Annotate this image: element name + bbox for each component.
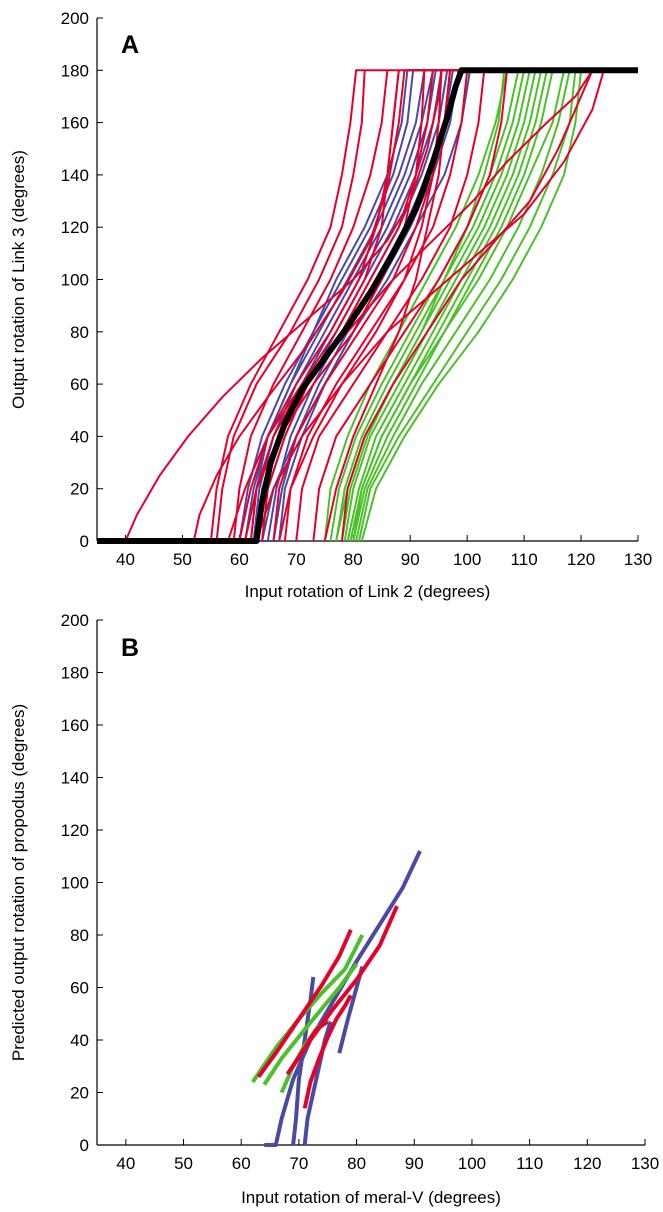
series-line-blue-0 xyxy=(97,69,468,542)
series-line-red-26 xyxy=(215,70,366,542)
x-tick-label: 120 xyxy=(567,550,595,569)
x-tick-label: 110 xyxy=(511,550,538,569)
x-tick-label: 130 xyxy=(631,1154,659,1173)
x-tick-label: 90 xyxy=(401,550,420,569)
series-line-red-24 xyxy=(97,69,468,542)
series-group xyxy=(97,67,638,544)
y-tick-label: 60 xyxy=(70,375,89,394)
y-axis-label: Output rotation of Link 3 (degrees) xyxy=(9,150,28,409)
y-tick-label: 60 xyxy=(70,979,89,998)
series-line-green-12 xyxy=(335,70,526,542)
y-tick-label: 160 xyxy=(61,716,89,735)
x-tick-label: 60 xyxy=(230,550,249,569)
x-tick-label: 80 xyxy=(344,550,363,569)
y-tick-label: 120 xyxy=(61,821,89,840)
y-tick-label: 20 xyxy=(70,1084,89,1103)
series-line-blue-1 xyxy=(291,976,316,1146)
x-tick-label: 70 xyxy=(289,1154,308,1173)
y-tick-label: 200 xyxy=(61,611,89,630)
series-line-green-13 xyxy=(340,70,531,542)
y-tick-label: 0 xyxy=(80,532,89,551)
series-line-red-9 xyxy=(302,994,353,1109)
series-line-blue-0 xyxy=(264,850,422,1147)
series-line-red-35 xyxy=(255,70,605,542)
x-tick-label: 130 xyxy=(624,550,652,569)
series-line-green-10 xyxy=(323,70,508,542)
x-tick-label: 90 xyxy=(405,1154,424,1173)
x-tick-label: 40 xyxy=(116,550,135,569)
y-tick-label: 80 xyxy=(70,926,89,945)
x-tick-label: 100 xyxy=(453,550,481,569)
series-line-red-25 xyxy=(97,69,468,542)
panel-b: 0 20 40 60 80 100 120 140 160 180 200 40 50 60 70 80 90 1… xyxy=(9,611,659,1207)
series-line-green-5 xyxy=(262,962,359,1086)
x-tick-label: 50 xyxy=(174,1154,193,1173)
y-tick-label: 80 xyxy=(70,323,89,342)
y-tick-label: 100 xyxy=(61,271,89,290)
series-line-green-19 xyxy=(358,70,577,542)
x-axis-label: Input rotation of Link 2 (degrees) xyxy=(245,582,491,601)
panel-letter: A xyxy=(121,31,139,59)
y-tick-label: 40 xyxy=(70,427,89,446)
series-line-red-7 xyxy=(256,928,353,1078)
series-line-red-29 xyxy=(261,70,434,542)
series-line-blue-7 xyxy=(97,69,468,542)
y-tick-label: 0 xyxy=(80,1136,89,1155)
series-line-red-23 xyxy=(97,69,468,542)
series-line-green-14 xyxy=(343,70,537,542)
y-tick-label: 40 xyxy=(70,1031,89,1050)
x-axis-label: Input rotation of meral-V (degrees) xyxy=(241,1188,501,1207)
series-group xyxy=(251,850,422,1147)
x-tick-label: 120 xyxy=(573,1154,601,1173)
series-line-red-36 xyxy=(238,70,400,542)
y-tick-label: 120 xyxy=(61,218,89,237)
y-tick-label: 140 xyxy=(61,166,89,185)
x-tick-label: 60 xyxy=(232,1154,251,1173)
panel-a: 0 20 40 60 80 100 120 140 160 180 200 40 50 60 70 80 90 1… xyxy=(9,9,652,601)
series-line-green-22 xyxy=(352,70,554,542)
series-line-green-17 xyxy=(352,70,565,542)
series-line-green-4 xyxy=(251,934,365,1084)
y-tick-label: 180 xyxy=(61,664,89,683)
series-line-red-31 xyxy=(283,70,469,542)
x-tick-label: 40 xyxy=(116,1154,135,1173)
y-axis-label: Predicted output rotation of propodus (d… xyxy=(9,704,28,1061)
y-tick-label: 140 xyxy=(61,769,89,788)
panel-letter: B xyxy=(121,634,139,662)
x-tick-label: 50 xyxy=(173,550,192,569)
series-line-red-33 xyxy=(312,70,508,542)
y-tick-label: 200 xyxy=(61,9,89,28)
series-line-red-38 xyxy=(323,70,452,542)
y-tick-label: 160 xyxy=(61,114,89,133)
series-line-blue-2 xyxy=(97,69,468,542)
y-tick-label: 20 xyxy=(70,480,89,499)
x-tick-label: 80 xyxy=(347,1154,366,1173)
series-line-red-10 xyxy=(291,1019,329,1068)
series-line-red-39 xyxy=(340,69,594,542)
series-line-red-32 xyxy=(295,70,486,542)
series-line-green-18 xyxy=(355,70,571,542)
x-tick-label: 100 xyxy=(458,1154,486,1173)
x-tick-label: 70 xyxy=(287,550,306,569)
series-line-green-11 xyxy=(329,70,520,542)
series-line-red-27 xyxy=(232,70,389,542)
x-tick-label: 110 xyxy=(516,1154,543,1173)
series-line-black-41 xyxy=(97,67,638,544)
y-tick-label: 100 xyxy=(61,874,89,893)
series-line-green-20 xyxy=(360,70,583,542)
y-tick-label: 180 xyxy=(61,61,89,80)
